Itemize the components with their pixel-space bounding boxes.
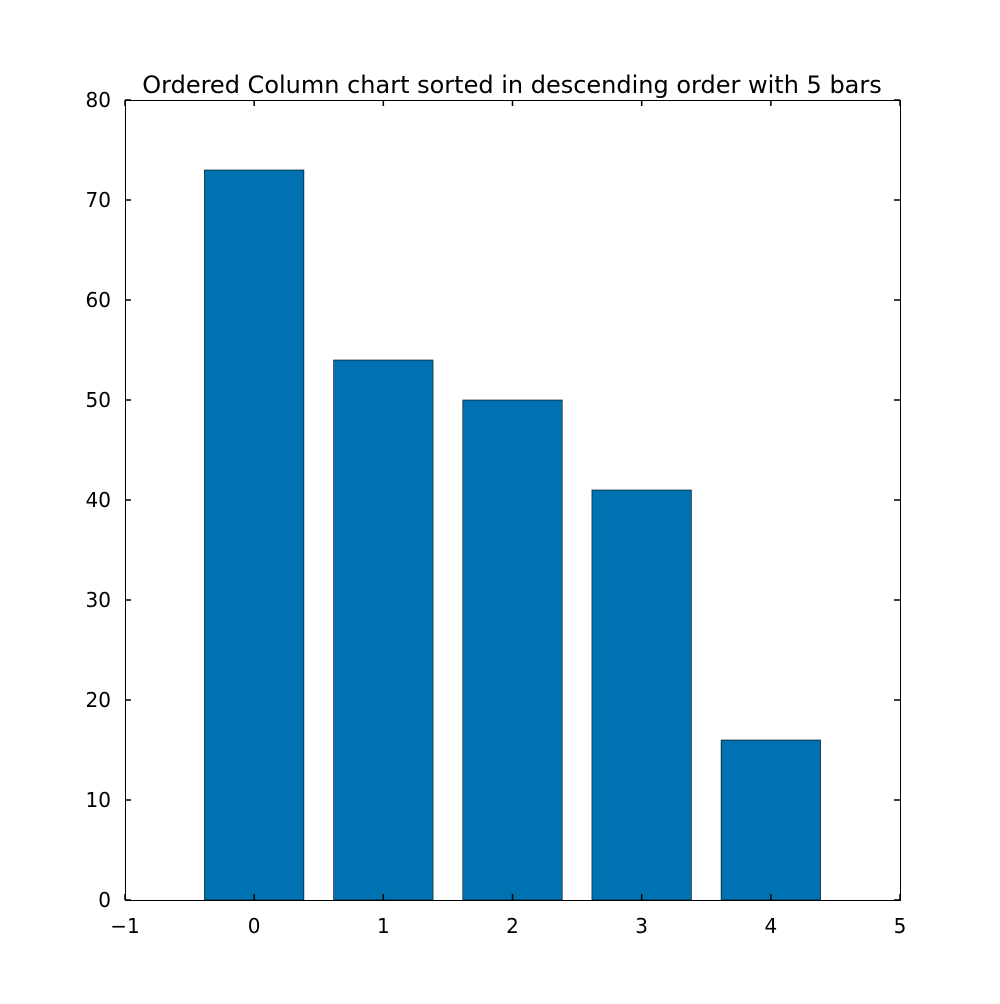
bar-2 [462,399,563,901]
x-tick-label-2: 1 [377,914,390,938]
y-tick-label-5: 50 [86,388,111,412]
bar-3 [591,489,692,901]
x-tick-label-1: 0 [248,914,261,938]
bar-4 [720,739,821,901]
x-tick-label-3: 2 [506,914,519,938]
bar-0 [204,169,305,901]
y-tick-label-1: 10 [86,788,111,812]
x-tick-label-0: −1 [110,914,139,938]
bars-layer [204,169,821,901]
y-tick-label-6: 60 [86,288,111,312]
bar-1 [333,359,434,901]
y-tick-label-7: 70 [86,188,111,212]
x-tick-label-4: 3 [635,914,648,938]
x-tick-label-6: 5 [894,914,907,938]
y-tick-label-4: 40 [86,488,111,512]
plot-frame [125,100,901,901]
x-tick-label-5: 4 [764,914,777,938]
y-tick-label-3: 30 [86,588,111,612]
y-tick-label-0: 0 [98,888,111,912]
y-tick-label-8: 80 [86,88,111,112]
y-tick-label-2: 20 [86,688,111,712]
chart-title: Ordered Column chart sorted in descendin… [142,71,882,99]
